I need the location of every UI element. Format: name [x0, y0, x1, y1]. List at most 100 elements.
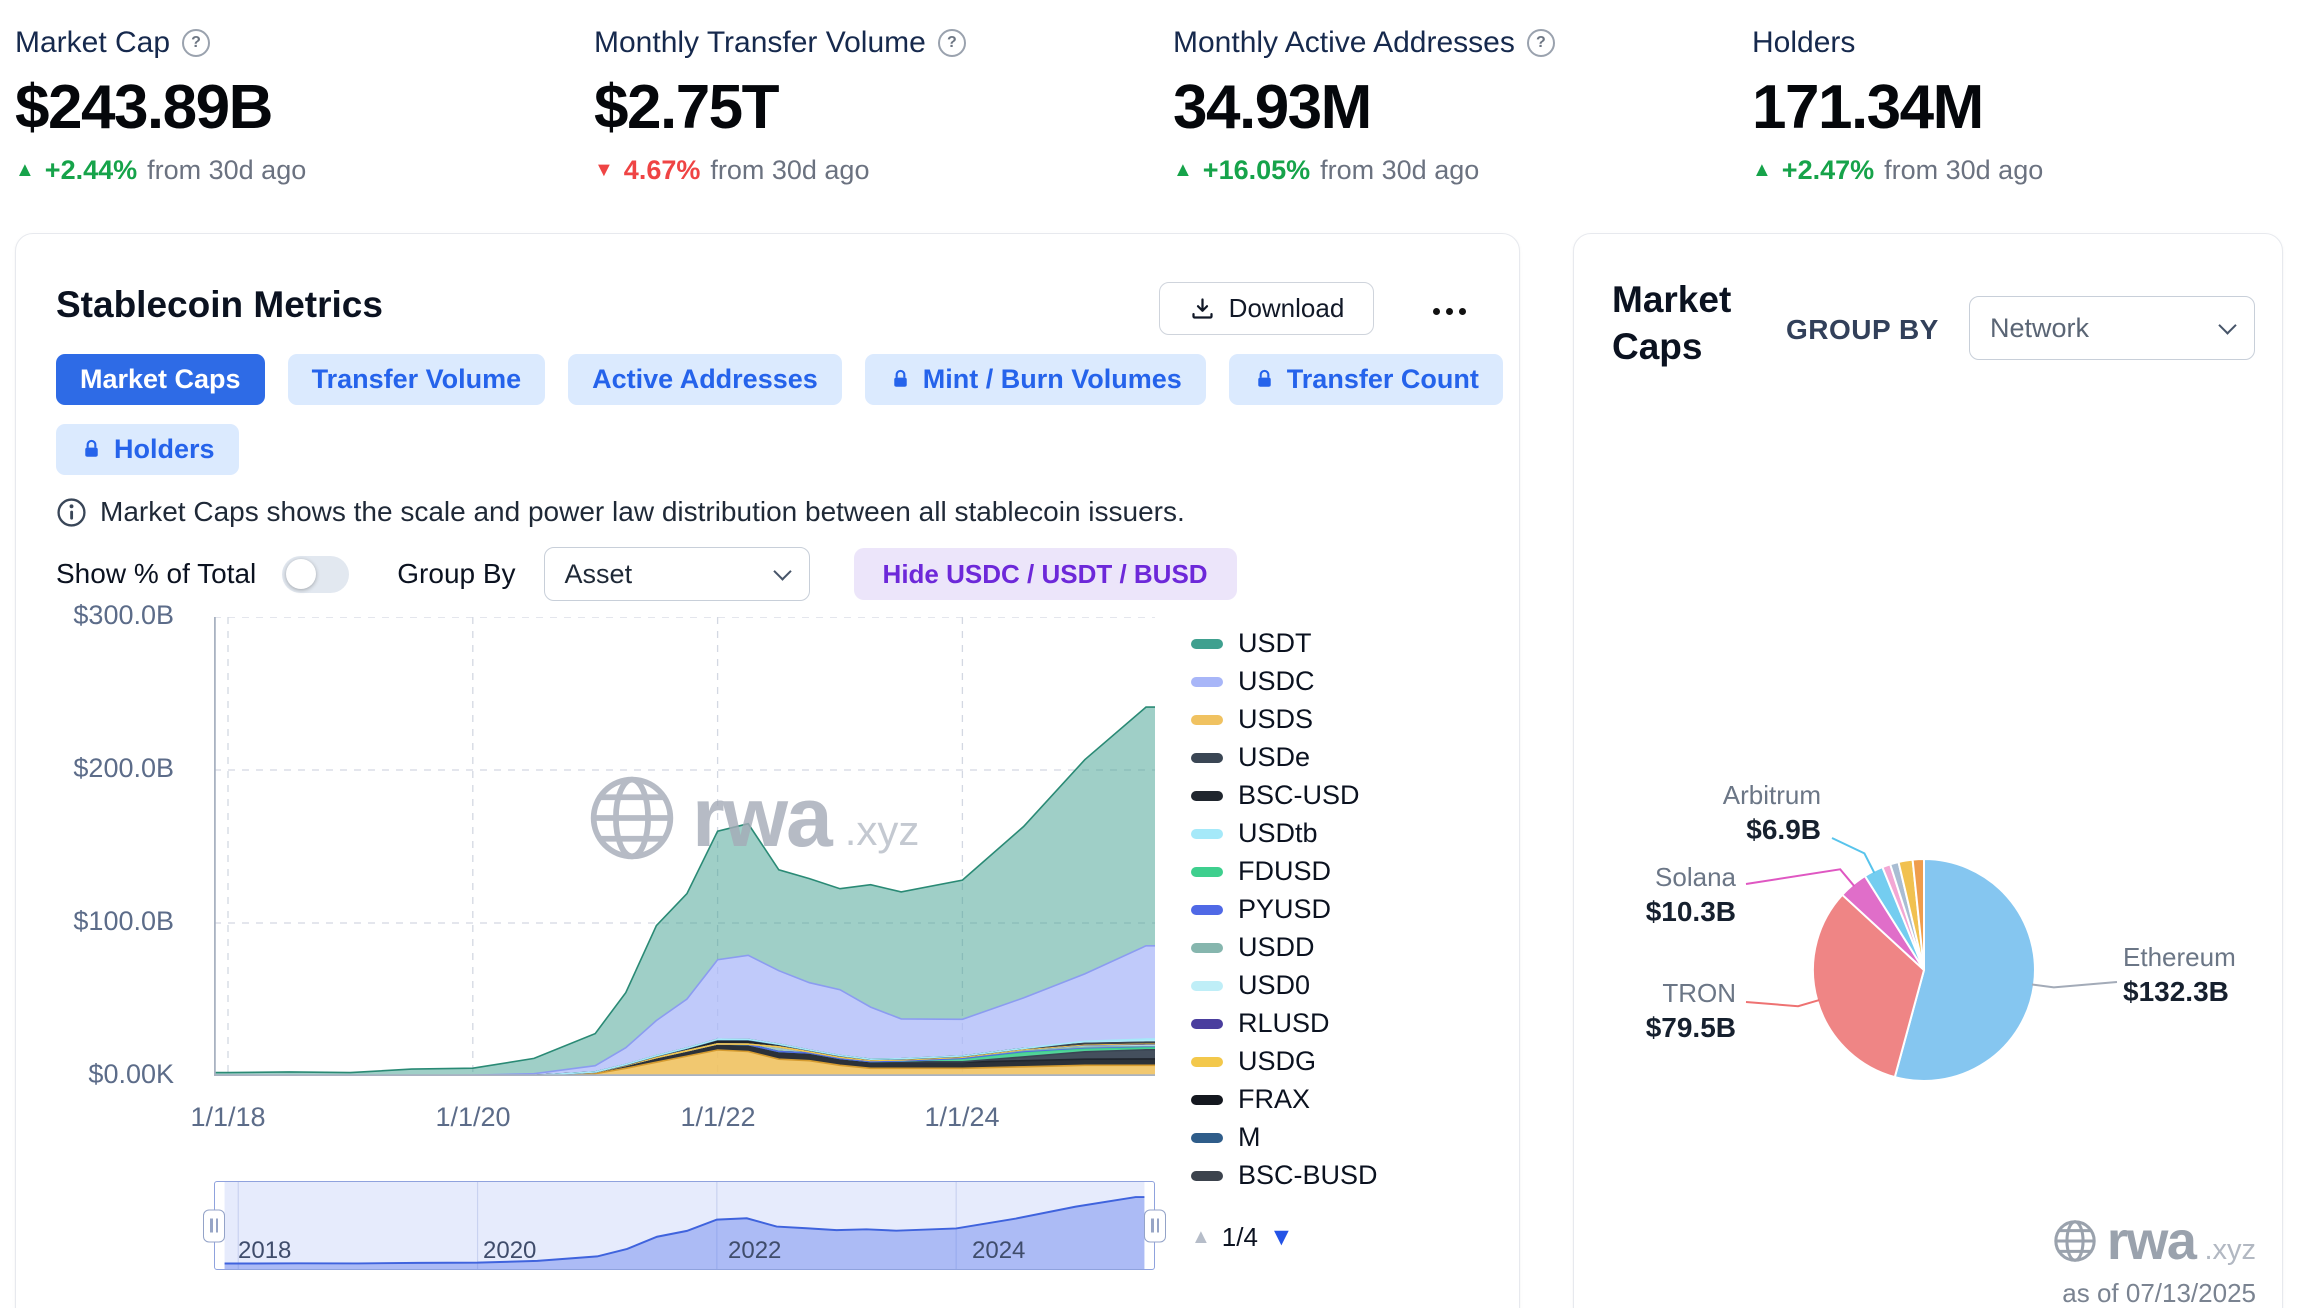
legend-item-bsc-busd[interactable]: BSC-BUSD [1191, 1160, 1378, 1190]
stat-value: $2.75T [594, 73, 780, 142]
tab-label: Transfer Volume [311, 364, 522, 394]
brush-handle-left[interactable] [203, 1209, 225, 1242]
stat-value: 171.34M [1752, 73, 1984, 142]
brush-area [224, 1197, 1145, 1269]
stat-card-monthly-transfer-volume: Monthly Transfer Volume ? $2.75T ▼ 4.67%… [594, 26, 1173, 186]
metric-tabs-row-1: Market Caps Transfer Volume Active Address… [56, 354, 1503, 405]
tab-holders[interactable]: Holders [56, 424, 239, 475]
more-options-icon[interactable] [1424, 286, 1474, 336]
legend-label: RLUSD [1238, 1008, 1330, 1038]
x-axis-label: 1/1/18 [190, 1102, 266, 1132]
group-by-value: Asset [564, 558, 633, 589]
legend-item-usd0[interactable]: USD0 [1191, 970, 1378, 1000]
legend-item-rlusd[interactable]: RLUSD [1191, 1008, 1378, 1038]
legend-item-usde[interactable]: USDe [1191, 742, 1378, 772]
info-icon [57, 497, 86, 527]
area-usdt[interactable] [214, 707, 1155, 1076]
legend-item-bsc-usd[interactable]: BSC-USD [1191, 780, 1378, 810]
legend-label: FRAX [1238, 1084, 1311, 1114]
pie-chart-svg[interactable] [1574, 234, 2284, 1308]
legend-swatch [1191, 904, 1223, 915]
x-axis-label: 1/1/24 [924, 1102, 1000, 1132]
legend-page-down-icon[interactable]: ▼ [1268, 1223, 1294, 1251]
area-usds[interactable] [214, 1050, 1155, 1076]
legend-item-m[interactable]: M [1191, 1122, 1378, 1152]
legend-label: USDT [1238, 628, 1312, 658]
tab-transfer-count[interactable]: Transfer Count [1228, 354, 1503, 405]
pie-connector-ethereum [2031, 981, 2118, 989]
legend-label: BSC-BUSD [1238, 1160, 1378, 1190]
brush-line [224, 1196, 1145, 1265]
legend-item-usdtb[interactable]: USDtb [1191, 818, 1378, 848]
area-line-usdt [214, 706, 1155, 1074]
tab-transfer-volume[interactable]: Transfer Volume [287, 354, 546, 405]
legend-item-usdg[interactable]: USDG [1191, 1046, 1378, 1076]
network-select-value: Network [1990, 312, 2090, 343]
legend-item-usdc[interactable]: USDC [1191, 666, 1378, 696]
legend-label: USDD [1238, 932, 1315, 962]
legend-label: PYUSD [1238, 894, 1332, 924]
download-button[interactable]: Download [1159, 282, 1374, 335]
legend-label: USDG [1238, 1046, 1317, 1076]
network-select[interactable]: Network [1969, 296, 2255, 360]
legend-item-pyusd[interactable]: PYUSD [1191, 894, 1378, 924]
legend-swatch [1191, 980, 1223, 991]
pie-slice-other[interactable] [1911, 857, 1925, 971]
market-caps-breakdown-panel: Market Caps GROUP BY Network Ethereum $13… [1573, 233, 2283, 1308]
stat-delta-value: 4.67% [623, 155, 701, 186]
pie-panel-title: Market Caps [1612, 279, 1732, 368]
legend-label: USDC [1238, 666, 1315, 696]
tab-mint-burn-volumes[interactable]: Mint / Burn Volumes [864, 354, 1206, 405]
logo-text: rwa [2106, 1211, 2197, 1271]
legend-swatch [1191, 752, 1223, 763]
up-triangle-icon: ▲ [1752, 159, 1772, 182]
y-axis-label: $0.00K [88, 1059, 174, 1089]
stat-delta-row: ▲ +2.47% from 30d ago [1752, 155, 2298, 186]
legend-item-usdd[interactable]: USDD [1191, 932, 1378, 962]
stat-delta-note: from 30d ago [1884, 155, 2044, 186]
legend-item-usdt[interactable]: USDT [1191, 628, 1378, 658]
tab-label: Active Addresses [592, 364, 818, 394]
help-icon[interactable]: ? [937, 29, 966, 57]
brush-handle-right[interactable] [1144, 1209, 1166, 1242]
timeline-brush[interactable]: 2018 2020 2022 2024 [203, 1181, 1166, 1270]
stacked-area-chart[interactable]: rwa .xyz [213, 616, 1155, 1077]
legend-page-up-icon[interactable]: ▲ [1191, 1226, 1211, 1248]
pie-connector-solana [1745, 868, 1856, 887]
lock-icon [894, 369, 907, 387]
stat-delta-value: +16.05% [1202, 155, 1311, 186]
stat-label: Monthly Transfer Volume [594, 26, 926, 59]
stat-card-market-cap: Market Cap ? $243.89B ▲ +2.44% from 30d … [15, 26, 594, 186]
lock-icon [85, 439, 98, 457]
hide-majors-button[interactable]: Hide USDC / USDT / BUSD [853, 548, 1237, 600]
chart-svg[interactable] [213, 616, 1155, 1077]
legend-item-usds[interactable]: USDS [1191, 704, 1378, 734]
legend-item-frax[interactable]: FRAX [1191, 1084, 1378, 1114]
brush-chart-svg[interactable] [214, 1181, 1155, 1270]
legend-swatch [1191, 866, 1223, 877]
legend-swatch [1191, 676, 1223, 687]
stat-delta-note: from 30d ago [147, 155, 307, 186]
panel-title: Stablecoin Metrics [56, 284, 383, 325]
legend-item-fdusd[interactable]: FDUSD [1191, 856, 1378, 886]
help-icon[interactable]: ? [182, 29, 211, 57]
stat-delta-note: from 30d ago [710, 155, 870, 186]
group-by-select[interactable]: Asset [543, 547, 810, 601]
stablecoin-metrics-panel: Stablecoin Metrics Download Market Caps T… [15, 233, 1520, 1308]
show-percent-toggle[interactable] [282, 555, 350, 593]
tab-market-caps[interactable]: Market Caps [56, 354, 265, 405]
area-usdc[interactable] [214, 945, 1155, 1076]
help-icon[interactable]: ? [1526, 29, 1555, 57]
legend-label: FDUSD [1238, 856, 1331, 886]
tab-label: Mint / Burn Volumes [922, 364, 1182, 394]
brush-year-label: 2020 [483, 1237, 537, 1264]
legend-swatch [1191, 828, 1223, 839]
stat-delta-row: ▼ 4.67% from 30d ago [594, 155, 1143, 186]
x-axis-label: 1/1/22 [680, 1102, 756, 1132]
stats-row: Market Cap ? $243.89B ▲ +2.44% from 30d … [15, 26, 2298, 186]
tab-active-addresses[interactable]: Active Addresses [568, 354, 842, 405]
legend-swatch [1191, 1094, 1223, 1105]
area-fdusd[interactable] [214, 1043, 1155, 1076]
legend-swatch [1191, 1018, 1223, 1029]
